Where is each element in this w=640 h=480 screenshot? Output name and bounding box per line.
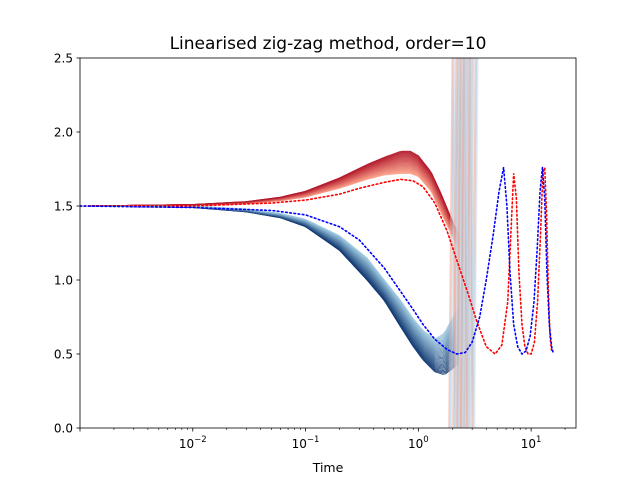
y-tick-label: 1.5 bbox=[54, 199, 73, 213]
diverging-trajectory bbox=[461, 58, 479, 428]
chart-title: Linearised zig-zag method, order=10 bbox=[170, 34, 487, 54]
x-tick-label: 100 bbox=[408, 435, 429, 451]
y-tick-label: 0.5 bbox=[54, 347, 73, 361]
y-axis: 0.0 0.5 1.0 1.5 2.0 2.5 bbox=[54, 51, 80, 435]
y-tick-label: 2.5 bbox=[54, 51, 73, 65]
reference-series-blue bbox=[80, 167, 555, 356]
x-axis: 10−2 10−1 100 101 bbox=[79, 428, 566, 451]
y-tick-label: 1.0 bbox=[54, 273, 73, 287]
y-tick-label: 2.0 bbox=[54, 125, 73, 139]
x-tick-label: 10−2 bbox=[179, 435, 207, 451]
x-tick-label: 10−1 bbox=[292, 435, 320, 451]
x-axis-label: Time bbox=[312, 460, 344, 475]
axes-frame bbox=[79, 57, 577, 429]
y-tick-label: 0.0 bbox=[54, 421, 73, 435]
red-ensemble-trajectory bbox=[80, 150, 460, 236]
reference-series-red bbox=[80, 167, 553, 356]
plot-area bbox=[80, 58, 555, 428]
x-tick-label: 101 bbox=[521, 435, 542, 451]
